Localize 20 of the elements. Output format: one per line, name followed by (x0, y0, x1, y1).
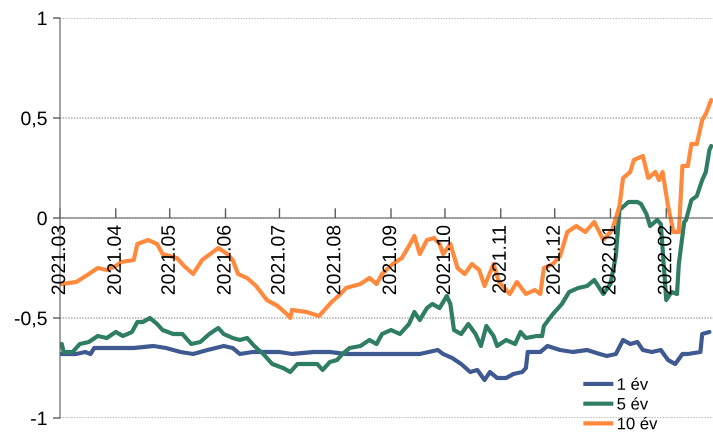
x-tick-label: 2021.09 (382, 226, 396, 294)
x-tick-label: 2021.04 (107, 226, 121, 294)
x-tick-label: 2021.08 (326, 226, 340, 294)
x-tick-label: 2021.07 (270, 226, 285, 294)
x-tick-label: 2021.06 (216, 226, 231, 294)
legend-label: 1 év (618, 378, 648, 390)
y-tick-label: -0,5 (14, 311, 47, 328)
x-tick-label: 2022.02 (658, 226, 672, 294)
y-tick-label: 0 (37, 211, 47, 226)
legend-label: 10 év (618, 416, 658, 430)
y-tick-label: -1 (31, 412, 47, 426)
y-tick-label: 1 (38, 12, 47, 26)
x-tick-label: 2021.11 (492, 226, 506, 293)
x-tick-label: 2021.03 (51, 226, 66, 294)
x-tick-label: 2022.01 (602, 226, 616, 294)
y-tick-label: 0,5 (21, 111, 47, 128)
x-tick-label: 2021.12 (546, 226, 560, 294)
x-tick-label: 2021.05 (161, 226, 175, 294)
x-tick-label: 2021.10 (436, 226, 450, 294)
legend-label: 5 év (617, 397, 648, 410)
